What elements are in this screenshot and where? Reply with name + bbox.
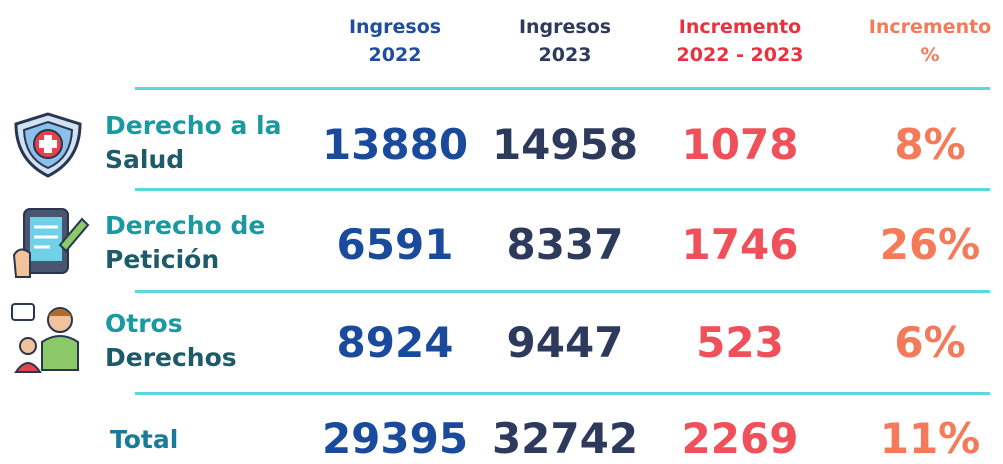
page: {"table": { "header": [["Ingresos", "202… bbox=[0, 0, 1003, 464]
column-header: 2023 bbox=[480, 42, 650, 68]
column-header: % bbox=[845, 42, 1003, 68]
column-header: Incremento bbox=[845, 14, 1003, 40]
health-icon bbox=[8, 110, 88, 180]
total-value: 2269 bbox=[650, 414, 830, 464]
cell-value: 6591 bbox=[305, 220, 485, 270]
total-value: 32742 bbox=[475, 414, 655, 464]
column-header: Ingresos bbox=[310, 14, 480, 40]
others-icon bbox=[8, 300, 88, 375]
divider bbox=[135, 87, 990, 90]
row-label: Derechos bbox=[105, 342, 305, 374]
column-header: 2022 - 2023 bbox=[655, 42, 825, 68]
total-label: Total bbox=[110, 424, 310, 456]
cell-value: 1746 bbox=[650, 220, 830, 270]
divider bbox=[135, 392, 990, 395]
cell-value: 6% bbox=[840, 318, 1003, 368]
column-header: Incremento bbox=[655, 14, 825, 40]
cell-value: 8% bbox=[840, 120, 1003, 170]
column-header: 2022 bbox=[310, 42, 480, 68]
total-value: 29395 bbox=[305, 414, 485, 464]
cell-value: 523 bbox=[650, 318, 830, 368]
cell-value: 14958 bbox=[475, 120, 655, 170]
cell-value: 9447 bbox=[475, 318, 655, 368]
total-value: 11% bbox=[840, 414, 1003, 464]
row-label: Derecho de bbox=[105, 210, 305, 242]
row-label: Salud bbox=[105, 144, 305, 176]
cell-value: 13880 bbox=[305, 120, 485, 170]
petition-icon bbox=[10, 205, 90, 280]
cell-value: 8337 bbox=[475, 220, 655, 270]
divider bbox=[135, 188, 990, 191]
cell-value: 8924 bbox=[305, 318, 485, 368]
column-header: Ingresos bbox=[480, 14, 650, 40]
row-label: Derecho a la bbox=[105, 110, 305, 142]
divider bbox=[135, 290, 990, 293]
row-label: Otros bbox=[105, 308, 305, 340]
row-label: Petición bbox=[105, 244, 305, 276]
cell-value: 1078 bbox=[650, 120, 830, 170]
cell-value: 26% bbox=[840, 220, 1003, 270]
